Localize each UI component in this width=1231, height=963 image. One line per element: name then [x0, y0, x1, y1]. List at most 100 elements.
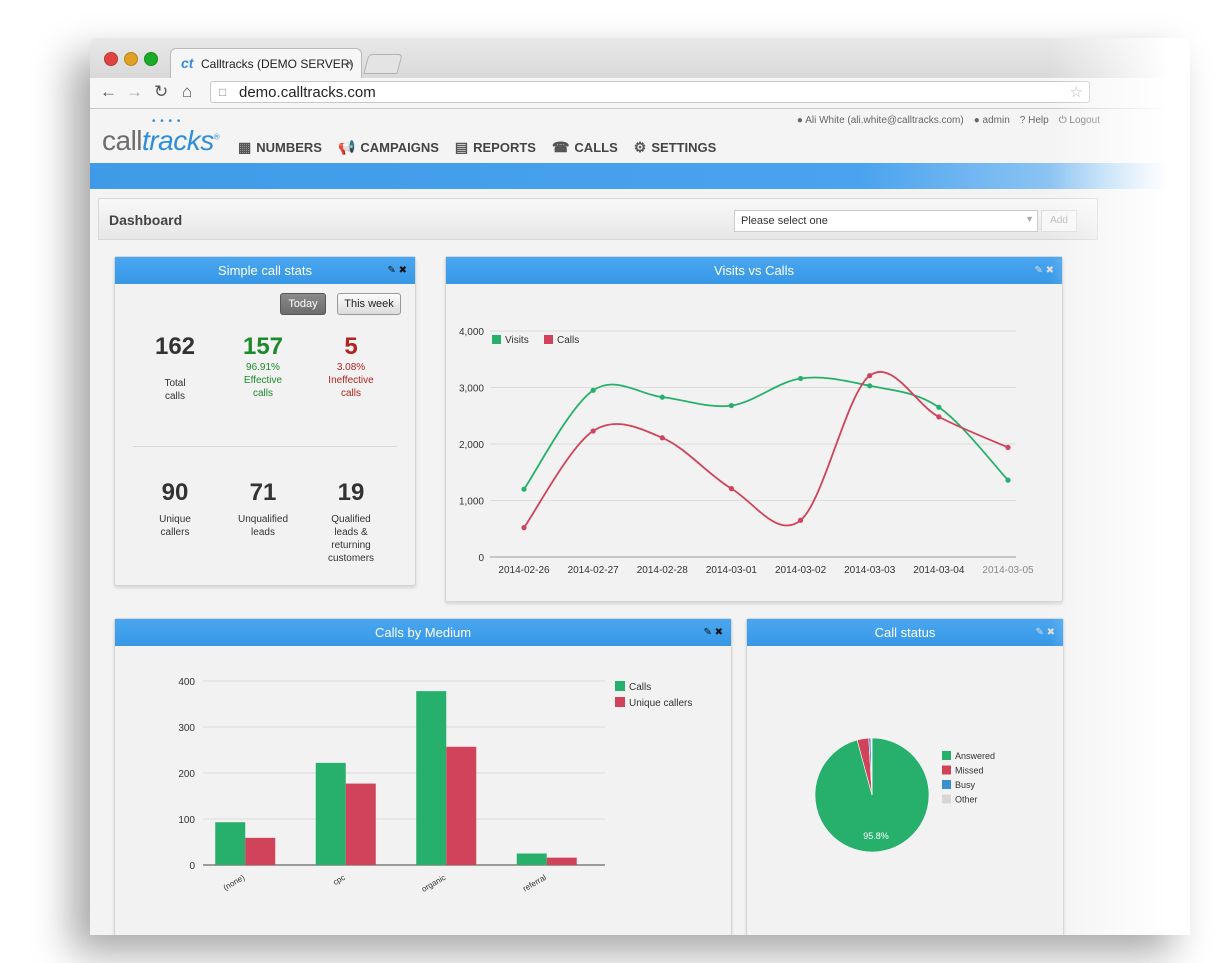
back-arrow-icon[interactable]: ← [100, 82, 117, 101]
megaphone-icon: 📢 [337, 139, 356, 155]
legend-swatch [942, 780, 951, 789]
add-widget-button[interactable]: Add [1041, 210, 1077, 232]
x-tick-label: 2014-02-27 [568, 565, 620, 576]
stat-label: Qualified [331, 514, 371, 525]
reload-icon[interactable]: ↻ [154, 82, 169, 101]
main-nav: ▦ NUMBERS 📢 CAMPAIGNS ▤ REPORTS ☎ CALLS … [238, 139, 716, 156]
data-point [521, 486, 527, 492]
edit-icon[interactable]: ✎ [703, 627, 712, 638]
stat-label: calls [340, 388, 361, 399]
tab-title: Calltracks (DEMO SERVER) [201, 57, 354, 71]
stat-value: 71 [249, 479, 277, 506]
this-week-button[interactable]: This week [337, 293, 401, 315]
gear-icon: ⚙ [633, 139, 647, 155]
legend-label: Calls [629, 682, 651, 693]
user-account-link[interactable]: ● Ali White (ali.white@calltracks.com) [796, 115, 964, 126]
user-name: Ali White (ali.white@calltracks.com) [805, 115, 964, 126]
legend-swatch [492, 335, 501, 344]
logo-dots-icon: • • • • [152, 116, 182, 127]
zoom-window-button[interactable] [144, 52, 158, 66]
address-bar[interactable]: □ demo.calltracks.com ☆ [210, 81, 1090, 103]
x-tick-label: (none) [222, 873, 247, 893]
help-link[interactable]: ? Help [1019, 115, 1049, 126]
edit-icon[interactable]: ✎ [1034, 265, 1043, 276]
stat-label: calls [164, 391, 185, 402]
tab-close-icon[interactable]: × [345, 56, 353, 70]
x-tick-label: 2014-03-05 [982, 565, 1034, 576]
widget-select[interactable]: Please select one ▼ [734, 210, 1038, 232]
y-tick-label: 300 [178, 723, 195, 734]
minimize-window-button[interactable] [124, 52, 138, 66]
data-point [728, 402, 735, 409]
logo-text-call: call [102, 125, 143, 156]
x-tick-label: 2014-02-26 [498, 565, 550, 576]
nav-calls[interactable]: ☎ CALLS [552, 139, 618, 156]
data-point [590, 428, 596, 434]
stat-value: 90 [161, 479, 189, 506]
divider [133, 446, 397, 447]
nav-campaigns-label: CAMPAIGNS [360, 140, 439, 155]
x-tick-label: cpc [331, 873, 346, 887]
stat-label: leads [251, 527, 275, 538]
bookmark-star-icon[interactable]: ☆ [1069, 84, 1083, 101]
close-icon[interactable]: ✖ [714, 627, 723, 638]
nav-settings[interactable]: ⚙ SETTINGS [634, 139, 717, 156]
calltracks-logo[interactable]: calltracks® [102, 125, 220, 157]
close-window-button[interactable] [104, 52, 118, 66]
widget-title: Call status [874, 625, 936, 640]
legend-swatch [615, 681, 625, 691]
bar-calls [516, 853, 547, 865]
new-tab-button[interactable] [363, 54, 403, 74]
simple-call-stats-widget: Simple call stats ✎ ✖ Today This week 16… [114, 256, 416, 586]
bar-calls [215, 822, 246, 865]
close-icon[interactable]: ✖ [1045, 265, 1054, 276]
forward-arrow-icon[interactable]: → [126, 82, 143, 101]
admin-link[interactable]: ● admin [973, 115, 1010, 126]
series-line-visits [523, 376, 1009, 490]
nav-numbers[interactable]: ▦ NUMBERS [238, 139, 322, 156]
grid-icon: ▦ [238, 139, 252, 155]
data-point [1005, 444, 1011, 450]
url-text: demo.calltracks.com [239, 84, 376, 101]
today-button[interactable]: Today [280, 293, 326, 315]
nav-calls-label: CALLS [574, 140, 618, 155]
total-calls-stat: 162 Total calls [135, 333, 215, 403]
bar-unique-callers [446, 746, 477, 865]
newspaper-icon: ▤ [454, 139, 469, 155]
data-point [867, 373, 873, 379]
legend-label: Missed [955, 766, 984, 776]
logout-link[interactable]: ⏻ Logout [1058, 115, 1100, 126]
close-icon[interactable]: ✖ [398, 265, 407, 276]
y-tick-label: 400 [178, 677, 195, 688]
stat-label: callers [160, 527, 190, 538]
data-point [659, 394, 665, 400]
logo-registered-mark: ® [213, 132, 220, 142]
browser-tab[interactable]: ct Calltracks (DEMO SERVER) × [170, 48, 362, 78]
nav-campaigns[interactable]: 📢 CAMPAIGNS [338, 139, 439, 156]
stat-value: 5 [344, 333, 358, 360]
calls-by-medium-bar-chart: 0 100 200 300 400 (none) cpc organic referral Cal… [178, 677, 692, 894]
widget-select-value: Please select one [741, 215, 828, 227]
widget-controls: ✎ ✖ [387, 257, 407, 284]
widget-header: Call status ✎ ✖ [747, 619, 1063, 646]
edit-icon[interactable]: ✎ [387, 265, 396, 276]
bar-unique-callers [345, 783, 376, 865]
call-status-widget: Call status ✎ ✖ 95.8% Answered Missed Busy O… [746, 618, 1064, 935]
pie-value-label: 95.8% [863, 831, 889, 841]
legend-swatch [942, 794, 951, 804]
unique-callers-stat: 90 Unique callers [135, 479, 215, 539]
data-point [797, 517, 804, 523]
bar-calls [416, 691, 447, 865]
close-icon[interactable]: ✖ [1046, 627, 1055, 638]
x-tick-label: 2014-02-28 [637, 565, 689, 576]
x-tick-label: organic [420, 873, 447, 894]
home-icon[interactable]: ⌂ [182, 82, 193, 101]
widget-controls: ✎ ✖ [1034, 257, 1054, 284]
x-tick-label: 2014-03-04 [913, 565, 965, 576]
stat-label: Ineffective [328, 375, 374, 386]
x-tick-label: 2014-03-03 [844, 565, 896, 576]
logo-text-tracks: tracks [142, 125, 214, 156]
edit-icon[interactable]: ✎ [1035, 627, 1044, 638]
effective-calls-stat: 157 96.91% Effective calls [223, 333, 303, 400]
nav-reports[interactable]: ▤ REPORTS [455, 139, 536, 156]
